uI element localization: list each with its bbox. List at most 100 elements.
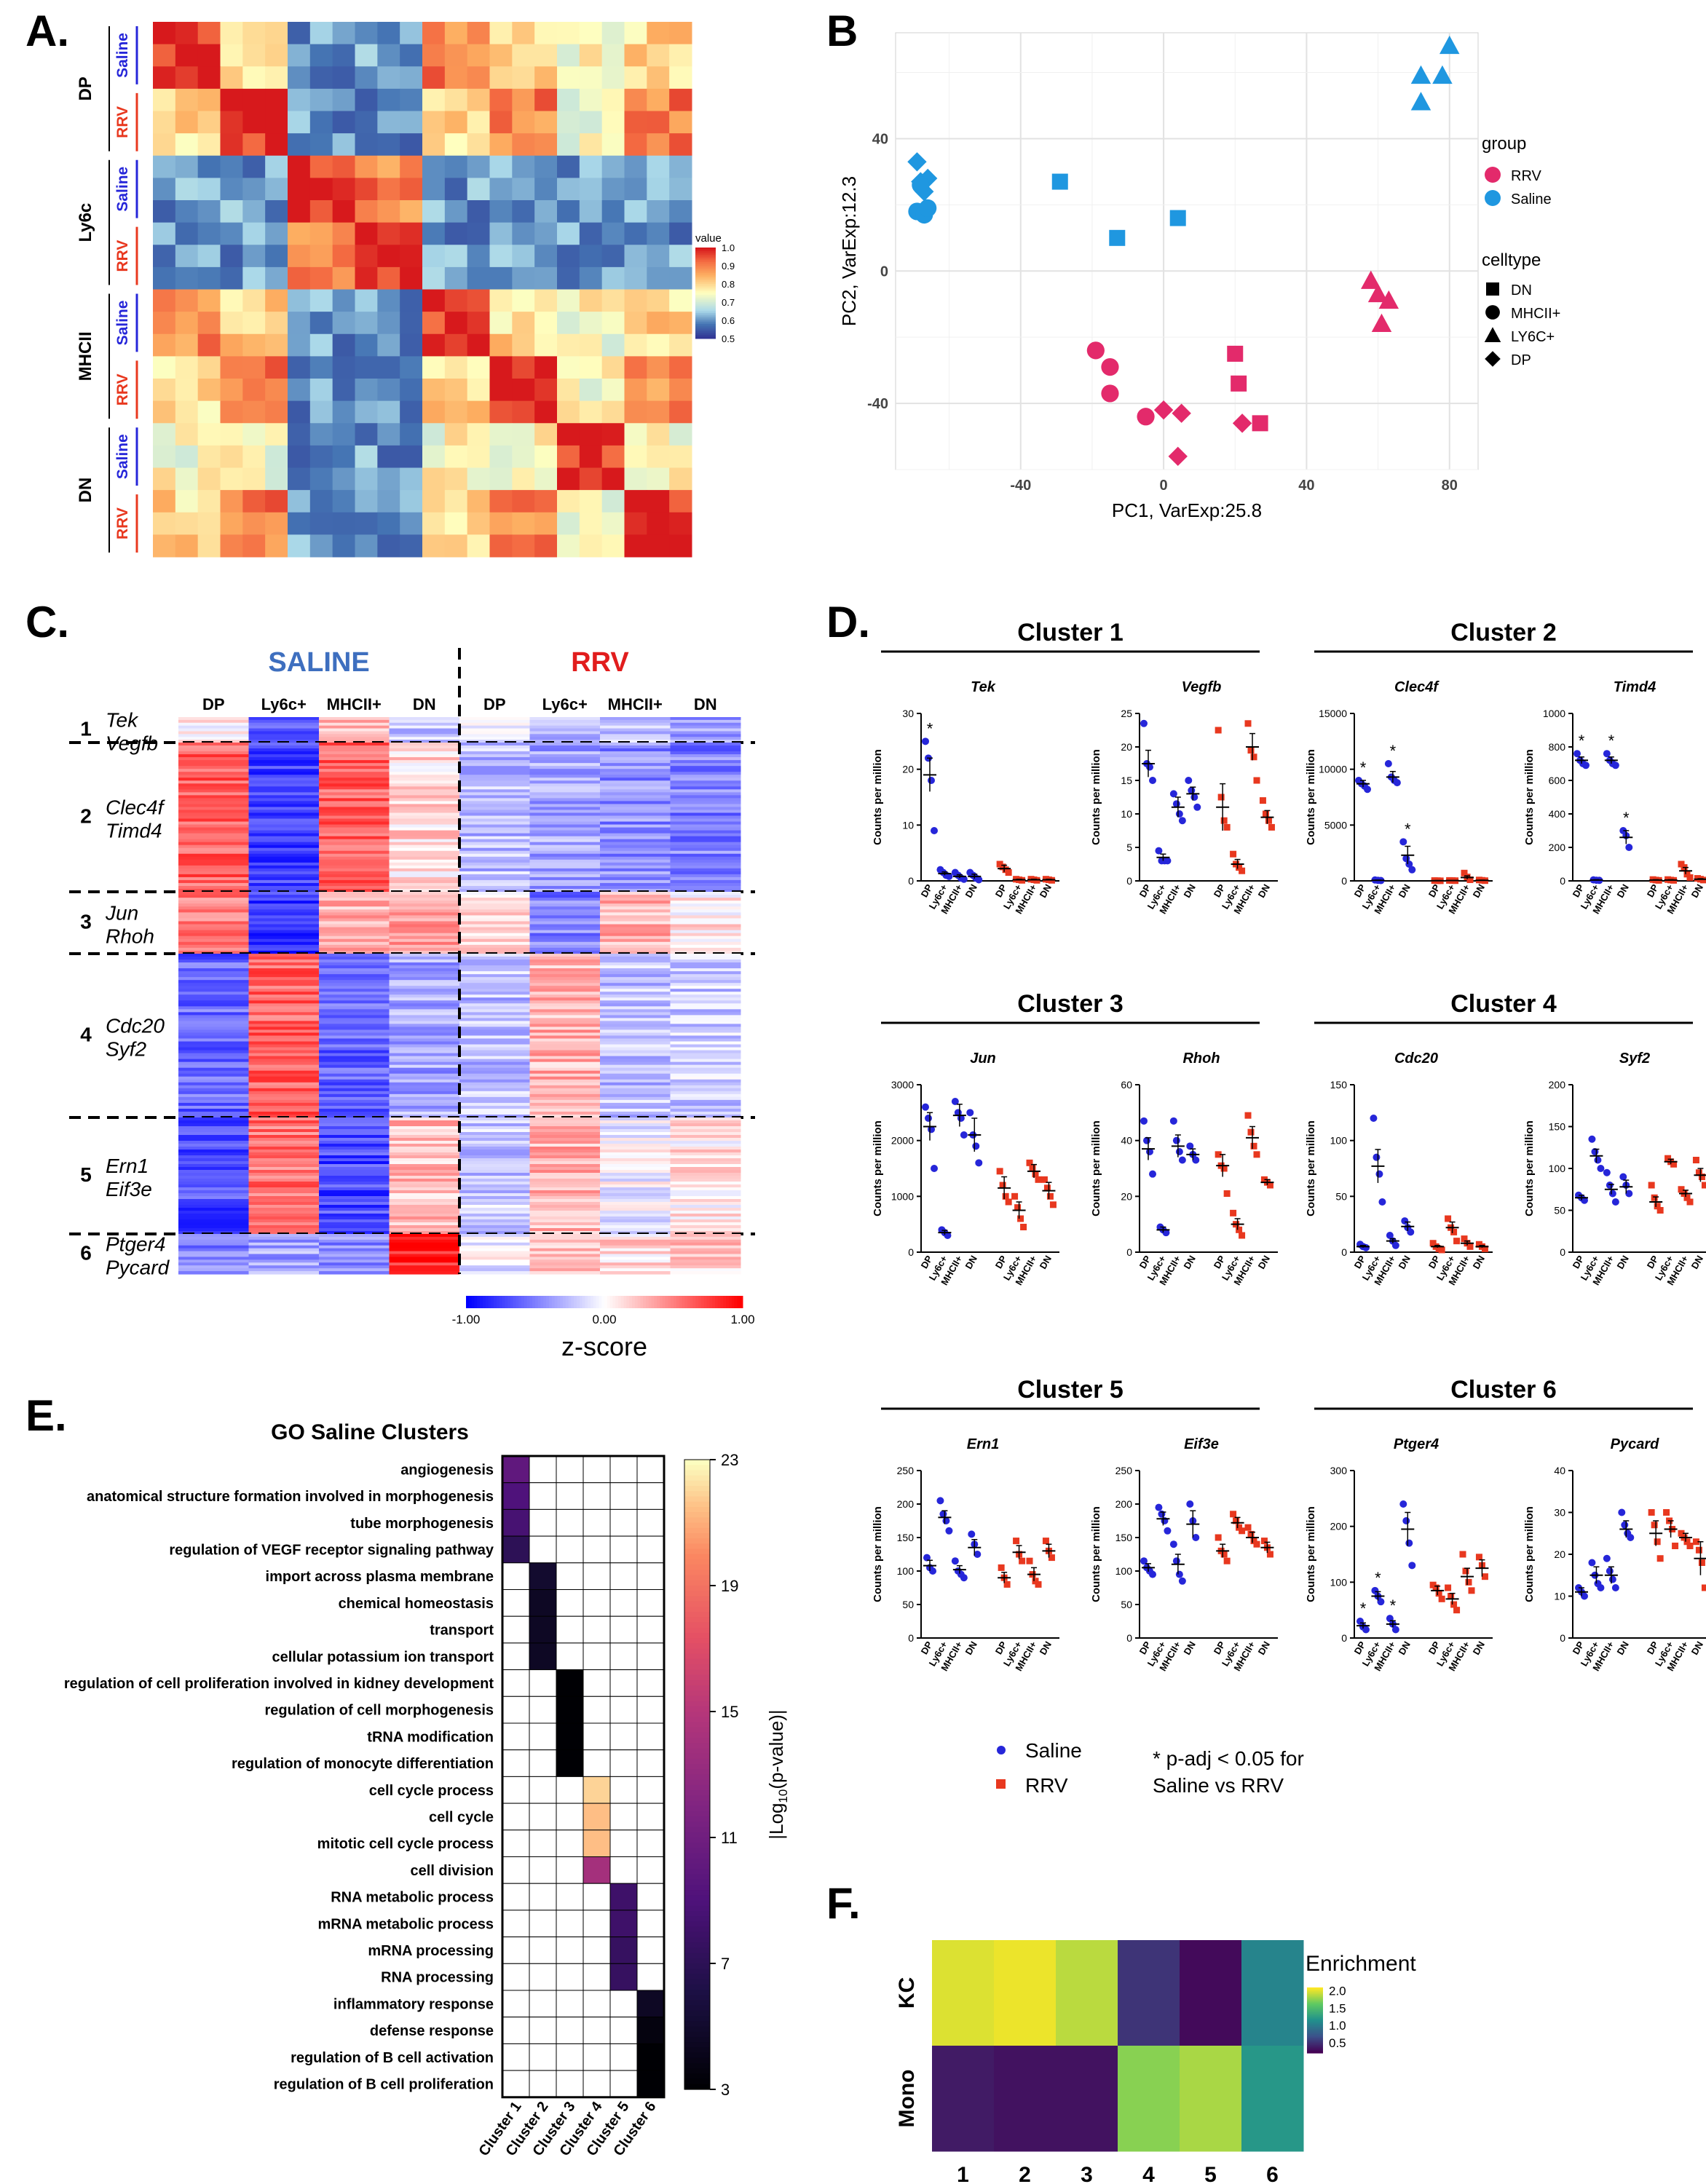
heatmap-cell (319, 1038, 390, 1042)
legend-swatch (695, 256, 716, 259)
heatmap-cell (600, 879, 671, 884)
heatmap-cell (534, 289, 558, 312)
heatmap-cell (178, 748, 249, 752)
colorbar-swatch (684, 1827, 710, 1833)
heatmap-cell (178, 947, 249, 951)
heatmap-cell (609, 1508, 638, 1537)
heatmap-cell (319, 1093, 390, 1098)
heatmap-cell (389, 1076, 460, 1080)
data-point-rrv (1664, 1155, 1672, 1162)
colorbar-swatch (684, 1690, 710, 1696)
heatmap-cell (389, 1073, 460, 1077)
heatmap-cell (248, 1257, 320, 1260)
heatmap-cell (601, 66, 625, 90)
heatmap-cell (248, 1105, 320, 1109)
colorbar-swatch (646, 1296, 649, 1308)
colorbar-swatch (729, 1296, 732, 1308)
heatmap-cell (355, 88, 378, 111)
pca-point (1051, 173, 1068, 190)
heatmap-cell (459, 1242, 530, 1246)
heatmap-cell (389, 1091, 460, 1095)
heatmap-cell (459, 1211, 530, 1214)
heatmap-cell (556, 1883, 584, 1911)
heatmap-cell (248, 1126, 320, 1130)
heatmap-cell (459, 1144, 530, 1147)
pca-point (1371, 313, 1392, 332)
data-point-rrv (1466, 876, 1474, 883)
heatmap-cell (670, 1234, 741, 1238)
heatmap-cell (467, 222, 490, 245)
legend-swatch (695, 304, 716, 306)
heatmap-cell (178, 1079, 249, 1083)
heatmap-cell (600, 1126, 671, 1130)
colorbar-swatch (692, 1296, 696, 1308)
heatmap-cell (400, 356, 423, 379)
heatmap-cell (600, 836, 671, 840)
heatmap-cell (178, 915, 249, 919)
heatmap-cell (319, 751, 390, 755)
heatmap-cell (529, 935, 601, 940)
heatmap-cell (178, 1105, 249, 1109)
heatmap-cell (248, 856, 320, 860)
heatmap-cell (534, 200, 558, 223)
heatmap-cell (389, 895, 460, 898)
heatmap-cell (601, 44, 625, 67)
heatmap-cell (178, 974, 249, 978)
data-point-rrv (1465, 1578, 1472, 1586)
data-point-saline (929, 1567, 936, 1575)
colorbar-swatch (684, 2021, 710, 2027)
heatmap-cell (459, 731, 530, 735)
heatmap-cell (248, 1073, 320, 1077)
heatmap-cell (248, 935, 320, 940)
heatmap-cell (459, 827, 530, 831)
heatmap-cell (459, 1214, 530, 1217)
heatmap-cell (319, 989, 390, 992)
colorbar-swatch (687, 1296, 691, 1308)
heatmap-cell (389, 1135, 460, 1139)
heatmap-cell (459, 1053, 530, 1057)
heatmap-cell (248, 801, 320, 805)
colorbar-label-main: |Log (765, 1803, 787, 1840)
colorbar-swatch (532, 1296, 536, 1308)
heatmap-cell (459, 780, 530, 784)
heatmap-cell (153, 178, 176, 201)
heatmap-cell (265, 222, 288, 245)
heatmap-cell (529, 824, 601, 828)
heatmap-cell (242, 222, 266, 245)
heatmap-cell (178, 1085, 249, 1089)
gene-title: Vegfb (1182, 679, 1222, 695)
legend-swatch (695, 260, 716, 263)
legend-swatch (1307, 1993, 1323, 1995)
heatmap-cell (670, 871, 741, 875)
data-point-saline (923, 1554, 931, 1562)
heatmap-cell (670, 760, 741, 764)
legend-swatch (695, 295, 716, 297)
data-point-saline (1627, 1534, 1635, 1541)
row-group-label: Ly6c (76, 203, 95, 242)
data-point-rrv (1481, 1245, 1488, 1252)
heatmap-cell (265, 133, 288, 157)
heatmap-cell (319, 1262, 390, 1266)
heatmap-cell (529, 871, 601, 875)
heatmap-cell (512, 245, 535, 268)
column-label: DP (483, 695, 506, 713)
heatmap-cell (459, 1003, 530, 1007)
heatmap-cell (459, 1236, 530, 1241)
heatmap-cell (389, 1082, 460, 1086)
legend-shape-swatch (1485, 305, 1500, 320)
heatmap-cell (459, 1067, 530, 1072)
heatmap-cell (319, 821, 390, 826)
heatmap-cell (319, 862, 390, 866)
data-point-saline (1188, 786, 1196, 794)
pca-point (1410, 92, 1431, 111)
colorbar-swatch (684, 2062, 710, 2069)
heatmap-cell (389, 743, 460, 746)
colorbar-swatch (491, 1296, 494, 1308)
heatmap-cell (242, 289, 266, 312)
data-point-rrv (1461, 1235, 1468, 1243)
y-axis-label: Counts per million (1090, 1120, 1102, 1216)
data-point-rrv (1466, 1243, 1474, 1250)
heatmap-cell (355, 534, 378, 558)
heatmap-cell (377, 245, 400, 268)
heatmap-cell (636, 1482, 665, 1510)
